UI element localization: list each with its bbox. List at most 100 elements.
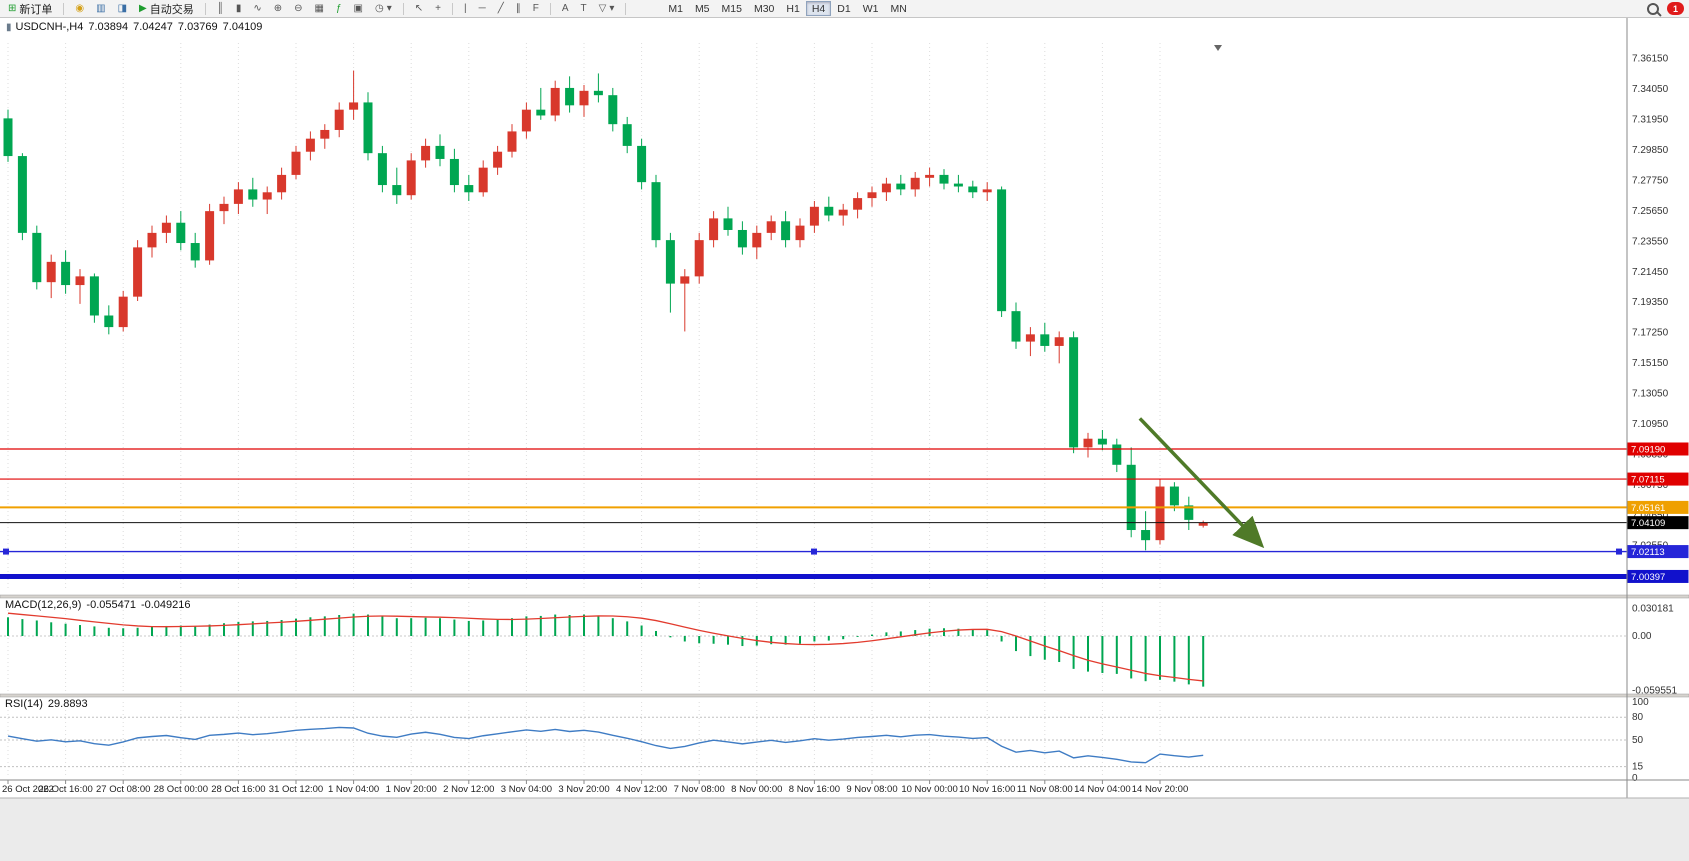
svg-text:28 Oct 00:00: 28 Oct 00:00 <box>154 784 208 795</box>
channel-button[interactable]: ∥ <box>511 1 526 16</box>
svg-text:7.21450: 7.21450 <box>1632 267 1669 278</box>
svg-text:-0.059551: -0.059551 <box>1632 685 1677 696</box>
svg-text:14 Nov 20:00: 14 Nov 20:00 <box>1132 784 1189 795</box>
chevron-down-icon: ▾ <box>386 2 392 14</box>
cursor-icon: ↖ <box>414 2 424 14</box>
svg-text:50: 50 <box>1632 735 1644 746</box>
timeframe-m5[interactable]: M5 <box>689 1 716 16</box>
svg-text:7.09190: 7.09190 <box>1631 444 1665 455</box>
svg-text:7.13050: 7.13050 <box>1632 389 1669 400</box>
timeframe-d1[interactable]: D1 <box>831 1 856 16</box>
templates-button[interactable]: ▣ <box>349 1 368 16</box>
toolbar-separator <box>549 2 551 15</box>
line-chart-icon: ∿ <box>253 2 262 14</box>
market-watch-button[interactable]: ▥ <box>91 1 110 16</box>
svg-text:7.34050: 7.34050 <box>1632 84 1669 95</box>
new-order-button[interactable]: ⊞ 新订单 <box>3 1 57 16</box>
svg-text:7.07115: 7.07115 <box>1631 475 1665 486</box>
svg-text:7.00397: 7.00397 <box>1631 572 1665 583</box>
new-order-icon: ⊞ <box>8 2 17 14</box>
svg-text:7.27750: 7.27750 <box>1632 175 1669 186</box>
chart-canvas[interactable]: 7.36150 7.34050 7.31950 7.29850 7.27750 7.256… <box>0 18 1689 861</box>
autotrading-button[interactable]: ▶ 自动交易 <box>134 1 199 16</box>
shapes-button[interactable]: ▽ ▾ <box>594 1 620 16</box>
channel-icon: ∥ <box>515 2 521 14</box>
candlestick-chart-button[interactable]: ▮ <box>231 1 247 16</box>
zoom-out-button[interactable]: ⊖ <box>289 1 307 16</box>
text-icon: A <box>561 2 569 14</box>
zoom-out-icon: ⊖ <box>294 2 303 14</box>
svg-text:10 Nov 16:00: 10 Nov 16:00 <box>959 784 1016 795</box>
crosshair-icon: + <box>435 2 441 14</box>
zoom-in-button[interactable]: ⊕ <box>269 1 287 16</box>
svg-text:7.05161: 7.05161 <box>1631 503 1665 514</box>
svg-text:26 Oct 2022: 26 Oct 2022 <box>2 784 54 795</box>
toolbar: ⊞ 新订单 ◉ ▥ ◨ ▶ 自动交易 ║ ▮ ∿ ⊕ ⊖ ▦ ƒ ▣ ◷ ▾ ↖ … <box>0 0 1689 18</box>
toolbar-right: 1 <box>1647 2 1686 15</box>
svg-text:0: 0 <box>1632 773 1638 784</box>
timeframe-m30[interactable]: M30 <box>748 1 780 16</box>
svg-text:7.15150: 7.15150 <box>1632 358 1669 369</box>
svg-text:0.030181: 0.030181 <box>1632 603 1674 614</box>
timeframe-h1[interactable]: H1 <box>780 1 805 16</box>
chart-shift-marker[interactable] <box>1214 45 1222 51</box>
rsi-panel: 100 80 50 150 <box>0 697 1649 784</box>
trend-line-button[interactable]: ╱ <box>493 1 509 16</box>
svg-text:8 Nov 16:00: 8 Nov 16:00 <box>789 784 840 795</box>
toolbar-separator <box>204 2 206 15</box>
timeframe-h4[interactable]: H4 <box>805 1 832 16</box>
new-order-label: 新订单 <box>19 3 53 16</box>
svg-text:15: 15 <box>1632 762 1644 773</box>
panel-splitter[interactable] <box>0 693 1689 698</box>
svg-text:3 Nov 04:00: 3 Nov 04:00 <box>501 784 552 795</box>
chart-region: 7.36150 7.34050 7.31950 7.29850 7.27750 7.256… <box>0 18 1689 861</box>
clock-icon: ◷ <box>374 2 384 14</box>
svg-text:80: 80 <box>1632 712 1644 723</box>
svg-text:0.00: 0.00 <box>1632 631 1652 642</box>
search-icon[interactable] <box>1647 2 1659 15</box>
hlines <box>0 448 1627 579</box>
svg-text:7.23550: 7.23550 <box>1632 236 1669 247</box>
timeframe-m1[interactable]: M1 <box>662 1 689 16</box>
crosshair-button[interactable]: + <box>430 1 446 16</box>
svg-text:7.19350: 7.19350 <box>1632 297 1669 308</box>
rsi-line <box>7 726 1204 764</box>
hline-handle[interactable] <box>1616 548 1622 555</box>
autotrading-play-icon: ▶ <box>139 2 147 14</box>
macd-panel: 0.030181 0.00 -0.059551 <box>0 603 1677 696</box>
cursor-button[interactable]: ↖ <box>410 1 428 16</box>
timeframe-m15[interactable]: M15 <box>716 1 748 16</box>
tile-windows-button[interactable]: ▦ <box>310 1 329 16</box>
bar-chart-button[interactable]: ║ <box>212 1 229 16</box>
vertical-line-button[interactable]: | <box>459 1 472 16</box>
svg-text:7.04650: 7.04650 <box>1632 510 1669 521</box>
indicators-button[interactable]: ƒ <box>331 1 347 16</box>
text-button[interactable]: A <box>557 1 574 16</box>
candlestick-chart-icon: ▮ <box>235 2 242 14</box>
svg-text:7.02113: 7.02113 <box>1631 547 1665 558</box>
tile-windows-icon: ▦ <box>314 2 324 14</box>
horizontal-line-button[interactable]: ─ <box>474 1 491 16</box>
panel-splitter[interactable] <box>0 594 1689 599</box>
svg-text:7 Nov 08:00: 7 Nov 08:00 <box>674 784 725 795</box>
notification-badge[interactable]: 1 <box>1667 2 1684 15</box>
navigator-button[interactable]: ◨ <box>113 1 132 16</box>
navigator-icon: ◨ <box>117 2 128 14</box>
alerts-button[interactable]: ◉ <box>70 1 89 16</box>
hline-handle[interactable] <box>811 548 817 555</box>
zoom-in-icon: ⊕ <box>273 2 283 14</box>
trend-line-icon: ╱ <box>497 2 504 14</box>
timeframe-mn[interactable]: MN <box>884 1 912 16</box>
market-watch-icon: ▥ <box>96 2 106 14</box>
period-button[interactable]: ◷ ▾ <box>370 1 397 16</box>
arrow-label-button[interactable]: T <box>576 1 592 16</box>
fibonacci-button[interactable]: F <box>528 1 544 16</box>
horizontal-line-icon: ─ <box>478 2 486 14</box>
svg-text:14 Nov 04:00: 14 Nov 04:00 <box>1074 784 1131 795</box>
footer-area <box>0 798 1689 861</box>
svg-text:11 Nov 08:00: 11 Nov 08:00 <box>1017 784 1073 795</box>
trend-arrow[interactable] <box>1138 417 1265 549</box>
line-chart-button[interactable]: ∿ <box>248 1 266 16</box>
timeframe-w1[interactable]: W1 <box>857 1 885 16</box>
hline-handle[interactable] <box>3 548 9 555</box>
